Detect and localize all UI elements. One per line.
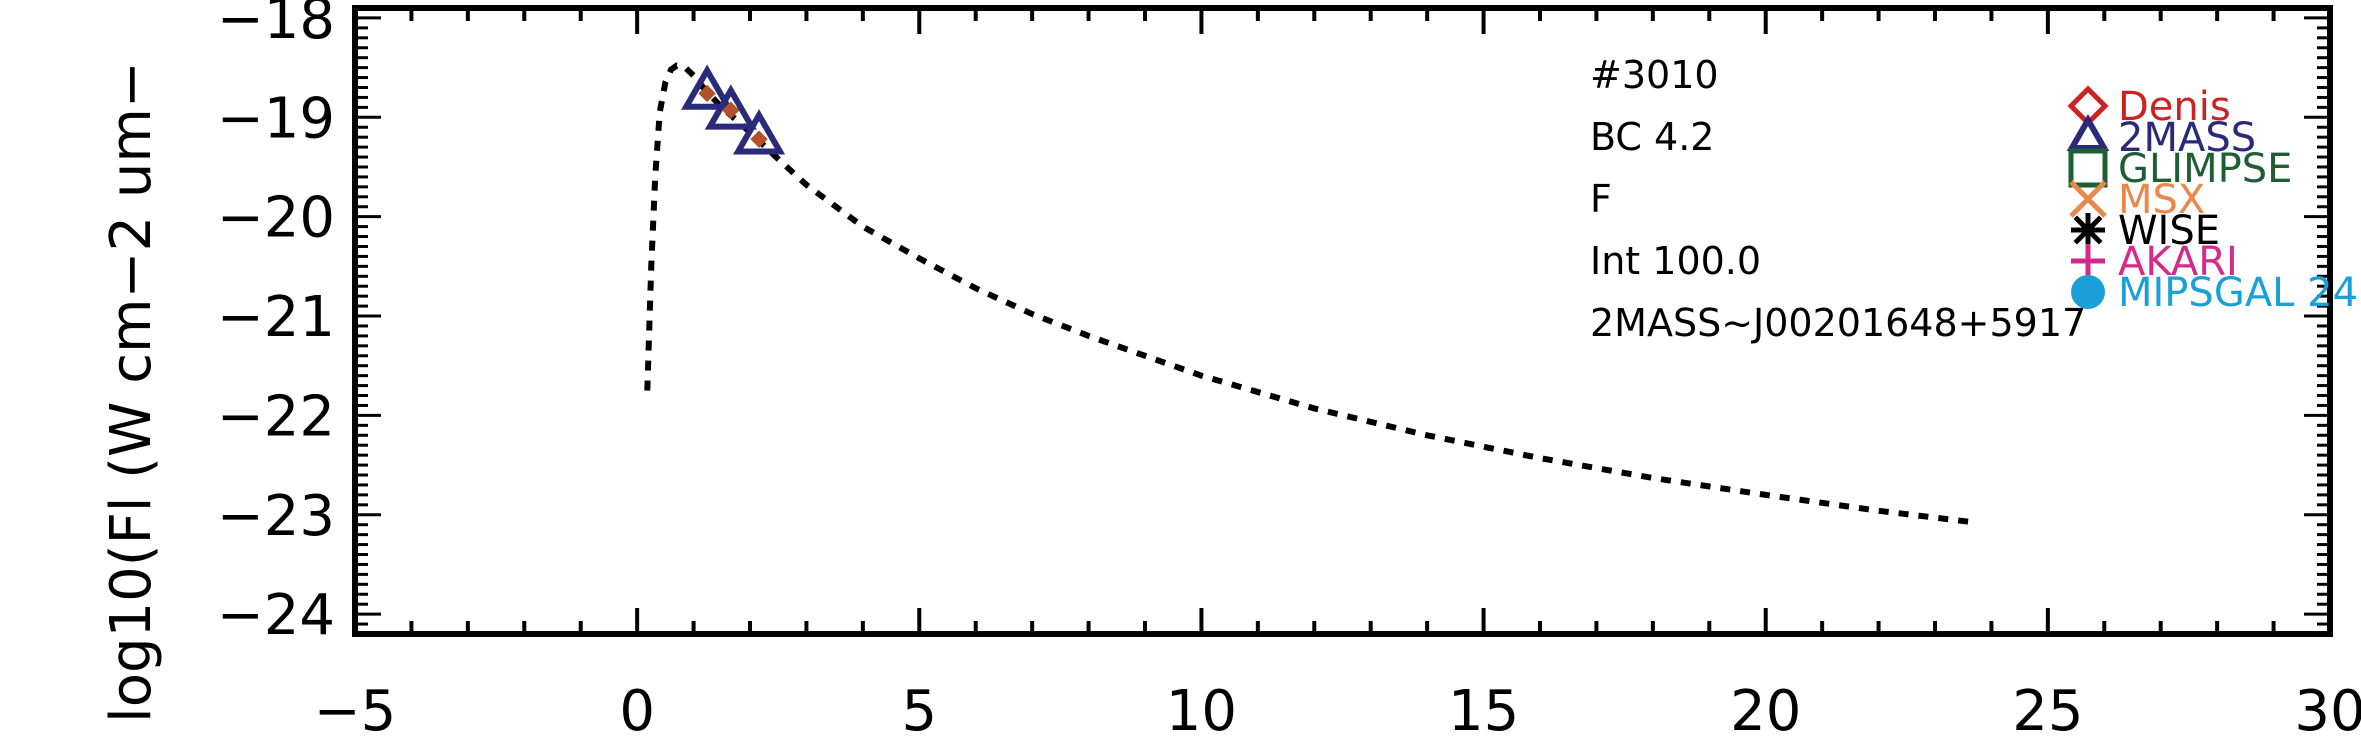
data-points-group (681, 64, 2110, 309)
annotation-line: F (1590, 177, 1612, 221)
legend-label: Denis (2118, 84, 2231, 130)
annotation-line: BC 4.2 (1590, 115, 1714, 159)
model-photometry-point (750, 130, 768, 148)
legend-symbol-2mass (2066, 113, 2110, 152)
data-point-2mass (732, 109, 786, 155)
model-photometry-point (722, 101, 740, 120)
legend-label: AKARI (2118, 239, 2238, 285)
model-sed-curve (644, 62, 1970, 525)
y-tick-label: −24 (217, 583, 335, 648)
y-tick-label: −21 (217, 285, 335, 350)
y-tick-label: −22 (217, 384, 335, 449)
y-tick-label: −19 (217, 86, 335, 151)
x-tick-label: 5 (901, 679, 937, 744)
model-curve-group (644, 62, 1970, 525)
legend-label: WISE (2118, 208, 2220, 254)
y-tick-label: −18 (217, 0, 335, 52)
legend-symbol-msx (2069, 180, 2107, 218)
annotation-block: #3010 BC 4.2 F Int 100.0 2MASS~J00201648+591… (1590, 53, 2086, 345)
y-tick-label: −23 (217, 484, 335, 549)
legend-symbol-mipsgal-24 (2071, 275, 2105, 309)
legend-label: GLIMPSE (2118, 146, 2292, 192)
annotation-line: #3010 (1590, 53, 1719, 97)
x-tick-label: 15 (1448, 679, 1519, 744)
y-tick-label: −20 (217, 186, 335, 251)
legend-label: MIPSGAL 24 (2118, 270, 2358, 316)
x-tick-label: −5 (314, 679, 397, 744)
legend-symbol-wise (2071, 213, 2105, 247)
x-tick-label: 10 (1166, 679, 1237, 744)
y-axis-label-group: log10(Fl (W cm−2 um− (99, 61, 164, 723)
annotation-line: 2MASS~J00201648+5917 (1590, 301, 2086, 345)
legend-symbol-akari (2071, 244, 2105, 278)
annotation-line: Int 100.0 (1590, 239, 1761, 283)
axis-ticks: −5 0 5 10 15 20 25 30 −18 −19 −20 −21 −22 −23 −24 (217, 0, 2361, 744)
plot-border (352, 5, 2333, 637)
x-tick-label: 0 (619, 679, 655, 744)
legend-label: 2MASS (2118, 115, 2256, 161)
data-point-2mass (704, 84, 757, 130)
legend-label: MSX (2118, 177, 2205, 223)
model-photometry-point (698, 84, 716, 103)
x-tick-label: 20 (1730, 679, 1801, 744)
x-tick-label: 25 (2012, 679, 2083, 744)
legend-symbol-glimpse (2068, 148, 2108, 188)
plot-frame (352, 5, 2333, 637)
x-tick-label: 30 (2294, 679, 2361, 744)
y-axis-label: log10(Fl (W cm−2 um− (99, 61, 164, 723)
data-point-2mass (681, 64, 734, 110)
